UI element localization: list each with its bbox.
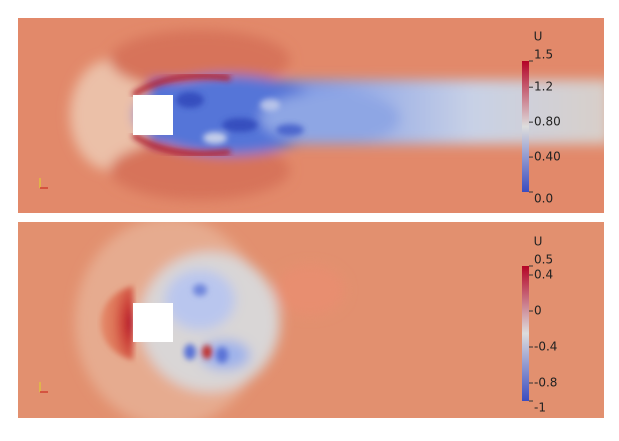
- axes-glyph: [39, 178, 48, 189]
- tick-label: 0: [534, 304, 542, 318]
- tick-label: 1.2: [534, 80, 553, 94]
- tick-label: 0.80: [534, 115, 561, 129]
- axes-glyph: [39, 382, 48, 393]
- tick-label: 0.40: [534, 150, 561, 164]
- tick-label: -1: [534, 401, 546, 415]
- tick-label: 0.5: [534, 253, 553, 267]
- colorbar: [522, 266, 529, 401]
- tick-label: -0.8: [534, 376, 557, 390]
- colorbar: [522, 61, 529, 192]
- u-component-field: [18, 222, 604, 418]
- tick-label: -0.4: [534, 340, 557, 354]
- tick-label: 0.4: [534, 268, 553, 282]
- velocity-field: [18, 18, 604, 213]
- tick-label: 1.5: [534, 48, 553, 62]
- colorbar-title: U: [534, 235, 543, 249]
- colorbar-title: U: [534, 30, 543, 44]
- tick-label: 0.0: [534, 192, 553, 206]
